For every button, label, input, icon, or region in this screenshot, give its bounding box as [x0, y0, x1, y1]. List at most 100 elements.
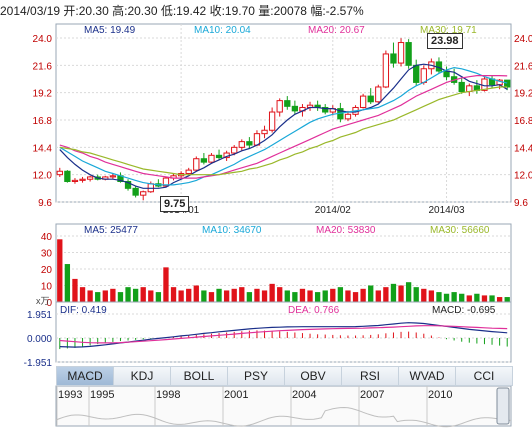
candle-down	[504, 79, 511, 88]
candle-up	[344, 113, 352, 120]
tab-psy[interactable]: PSY	[228, 367, 285, 385]
candle-up	[86, 176, 94, 180]
candle-up	[140, 191, 147, 196]
volume-bar-up	[148, 290, 154, 302]
vol-legend-ma30: MA30: 56660	[430, 225, 490, 236]
volume-bar-up	[178, 290, 184, 302]
timeline-year-label: 2004	[292, 389, 316, 401]
macd-frame	[55, 301, 512, 363]
price-y-tick-right: 21.6	[514, 61, 532, 72]
price-line-ma20	[59, 74, 508, 179]
price-panel: 24.0 24.0 21.6 21.6 19.2 19.2 16.8 16.8 14.4 14.4…	[33, 23, 532, 216]
volume-bar-up	[110, 288, 116, 302]
volume-bar-up	[140, 287, 146, 302]
candle-down	[124, 181, 132, 189]
timeline-panel: 1993 1995 1998 2001 2004 2007 2010	[55, 385, 512, 428]
legend-ma30: MA30: 19.71	[420, 25, 477, 36]
volume-bar-up	[352, 292, 359, 302]
price-y-tick-right: 19.2	[514, 89, 532, 100]
volume-bar-down	[322, 290, 328, 302]
price-y-tick-left: 12.0	[33, 171, 53, 182]
volume-bar-up	[208, 292, 215, 302]
volume-frame	[55, 223, 512, 303]
tab-obv[interactable]: OBV	[285, 367, 342, 385]
volume-bar-up	[383, 287, 389, 302]
volume-y-tick: 0	[46, 298, 52, 309]
tab-wvad[interactable]: WVAD	[399, 367, 456, 385]
candle-up	[109, 175, 117, 178]
timeline-drag-handle[interactable]	[496, 387, 510, 425]
price-line-ma30	[59, 86, 508, 176]
quote-close: 收:19.70	[209, 4, 255, 18]
tab-kdj[interactable]: KDJ	[114, 367, 171, 385]
price-y-tick-right: 24.0	[514, 34, 532, 45]
volume-bar-down	[451, 292, 457, 302]
volume-bar-up	[254, 288, 260, 302]
candle-up	[79, 178, 86, 181]
candle-down	[367, 95, 374, 103]
volume-bar-down	[201, 290, 207, 302]
macd-y-tick: -1.951	[24, 358, 53, 369]
volume-legend: MA5: 25477 MA10: 34670 MA20: 53830 MA30:…	[84, 225, 504, 237]
volume-bar-up	[481, 295, 488, 302]
candle-up	[162, 177, 170, 187]
candle-up	[193, 158, 200, 171]
legend-ma20: MA20: 20.67	[308, 25, 365, 36]
quote-high: 高:20.30	[112, 4, 158, 18]
macd-y-tick: 0.000	[27, 334, 52, 345]
candle-up	[397, 42, 405, 64]
volume-bar-up	[345, 290, 351, 302]
volume-y-tick: 20	[41, 265, 53, 276]
price-y-tick-left: 16.8	[33, 116, 53, 127]
volume-bar-down	[155, 292, 162, 302]
price-y-tick-right: 14.4	[514, 143, 532, 154]
volume-bar-down	[368, 285, 374, 302]
quote-open: 开:20.30	[63, 4, 109, 18]
volume-bar-up	[186, 288, 192, 302]
timeline-history-trace	[55, 406, 512, 428]
volume-bar-up	[277, 287, 283, 302]
candle-up	[185, 169, 192, 175]
volume-bar-up	[261, 290, 268, 302]
volume-bar-up	[163, 267, 169, 302]
volume-bar-up	[398, 285, 404, 302]
timeline-year-label: 2010	[428, 389, 452, 401]
candle-down	[284, 100, 291, 107]
tab-cci[interactable]: CCI	[473, 369, 495, 383]
volume-bar-down	[337, 287, 344, 302]
quote-low: 低:19.42	[160, 4, 207, 18]
quote-change: 幅:-2.57%	[310, 4, 364, 18]
candle-down	[458, 81, 465, 93]
volume-bar-down	[413, 287, 419, 302]
price-legend: MA5: 19.49 MA10: 20.04 MA20: 20.67 MA30:…	[84, 25, 504, 37]
volume-bar-up	[170, 287, 177, 302]
tab-macd[interactable]: MACD	[57, 367, 114, 385]
volume-bar-up	[496, 297, 503, 302]
volume-y-tick: 10	[41, 282, 53, 293]
volume-bar-down	[246, 292, 253, 302]
candle-down	[132, 187, 139, 196]
volume-bar-down	[64, 264, 71, 302]
volume-bar-up	[193, 285, 199, 302]
volume-bar-down	[390, 283, 397, 302]
candle-up	[268, 111, 276, 131]
min-price-callout: 9.75	[160, 196, 190, 212]
volume-y-tick: 40	[41, 232, 53, 243]
timeline-year-label: 1993	[58, 389, 82, 401]
price-frame	[55, 23, 512, 203]
volume-bar-down	[95, 292, 101, 302]
timeline-frame	[55, 385, 512, 427]
vol-legend-ma10: MA10: 34670	[202, 225, 262, 236]
tab-boll[interactable]: BOLL	[171, 367, 228, 385]
volume-y-tick: 30	[41, 249, 53, 260]
price-y-tick-right: 16.8	[514, 116, 532, 127]
indicator-tabs: MACD KDJ BOLL PSY OBV RSI WVAD CCI	[56, 366, 513, 386]
volume-bar-up	[330, 288, 336, 302]
volume-bar-up	[360, 288, 366, 302]
volume-bar-down	[474, 293, 480, 302]
volume-bar-down	[117, 292, 124, 302]
tab-rsi[interactable]: RSI	[342, 367, 399, 385]
price-x-tick: 2014/02	[315, 205, 352, 216]
volume-bar-down	[125, 287, 131, 302]
